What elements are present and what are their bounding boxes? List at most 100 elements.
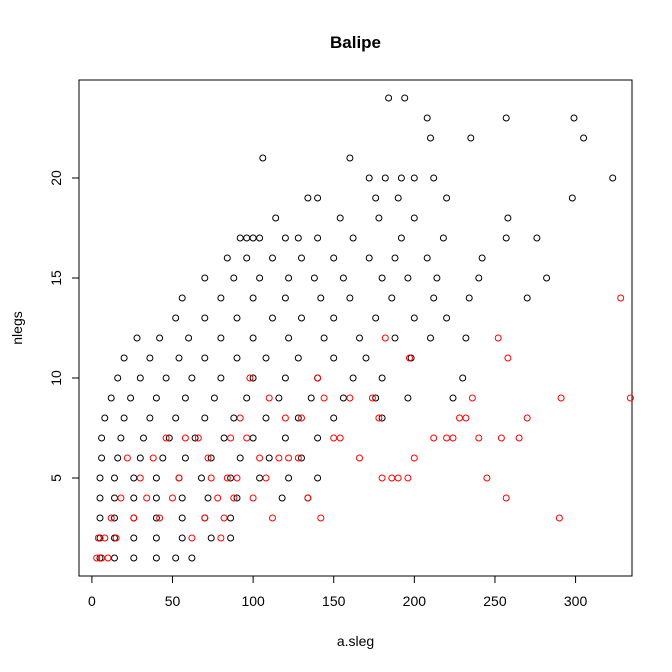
data-point (346, 154, 354, 162)
data-point (130, 514, 138, 522)
data-point (275, 394, 283, 402)
data-point (146, 414, 154, 422)
data-point (449, 434, 457, 442)
data-point (449, 394, 457, 402)
data-point (130, 474, 138, 482)
data-point (256, 474, 264, 482)
data-point (410, 314, 418, 322)
data-point (281, 234, 289, 242)
data-point (111, 474, 118, 482)
data-point (372, 314, 380, 322)
data-point (217, 294, 225, 302)
data-point (181, 454, 189, 462)
data-point (336, 214, 344, 222)
x-tick-label: 300 (564, 593, 588, 609)
data-point (98, 434, 106, 442)
data-point (410, 454, 418, 462)
y-tick-label: 10 (48, 370, 64, 386)
data-point (178, 534, 186, 542)
plot-frame (78, 79, 633, 577)
x-axis: 0 50 100 150 200 250 300 (88, 575, 588, 609)
data-point (339, 274, 347, 282)
data-point (117, 494, 125, 502)
data-point (185, 334, 193, 342)
data-point (172, 314, 180, 322)
data-point (265, 394, 273, 402)
data-point (430, 294, 438, 302)
data-point (430, 434, 438, 442)
data-point (385, 94, 393, 102)
data-point (397, 174, 405, 182)
data-point (339, 394, 347, 402)
x-tick-label: 250 (483, 593, 507, 609)
data-point (172, 554, 180, 562)
data-point (262, 414, 270, 422)
data-point (580, 134, 588, 142)
data-point (165, 434, 173, 442)
data-point (404, 474, 412, 482)
x-tick-label: 50 (165, 593, 181, 609)
data-point (427, 134, 434, 142)
y-axis-label: nlegs (9, 311, 25, 344)
data-point (502, 114, 510, 122)
data-point (259, 154, 267, 162)
data-point (159, 454, 167, 462)
data-point (201, 274, 209, 282)
data-point (391, 254, 399, 262)
data-point (181, 394, 189, 402)
data-point (178, 514, 186, 522)
data-point (410, 214, 418, 222)
data-point (349, 234, 357, 242)
data-point (98, 454, 106, 462)
data-point (236, 234, 244, 242)
data-point (504, 354, 512, 362)
data-point (404, 274, 412, 282)
data-point (96, 514, 104, 522)
data-point (304, 194, 312, 202)
data-point (262, 474, 270, 482)
data-point (483, 474, 491, 482)
data-point (204, 454, 212, 462)
data-point (152, 514, 160, 522)
data-point (152, 534, 160, 542)
data-point (356, 454, 363, 462)
data-point (397, 234, 405, 242)
data-point (465, 294, 473, 302)
y-axis: 5 10 15 20 (48, 170, 80, 482)
data-point (330, 414, 338, 422)
data-point (314, 194, 322, 202)
data-point (557, 394, 565, 402)
data-point (249, 334, 257, 342)
data-point (320, 334, 328, 342)
data-point (406, 354, 413, 362)
data-point (107, 394, 115, 402)
data-point (294, 454, 302, 462)
data-point (136, 474, 144, 482)
data-point (207, 474, 215, 482)
data-point (375, 214, 383, 222)
data-point (201, 354, 209, 362)
data-point (130, 494, 138, 502)
data-point (378, 414, 386, 422)
data-point (609, 174, 617, 182)
data-point (262, 354, 270, 362)
y-tick-label: 5 (48, 474, 64, 482)
data-point (368, 394, 376, 402)
data-point (381, 334, 389, 342)
x-tick-label: 150 (322, 593, 346, 609)
data-point (169, 494, 176, 502)
data-point (111, 554, 118, 562)
data-point (172, 414, 180, 422)
data-point (336, 434, 344, 442)
data-point (285, 474, 293, 482)
data-point (543, 274, 551, 282)
data-point (94, 534, 102, 542)
data-point (381, 174, 389, 182)
data-point (320, 394, 328, 402)
data-point (394, 474, 402, 482)
data-point (201, 514, 209, 522)
data-point (391, 334, 399, 342)
data-point (281, 294, 289, 302)
data-point (265, 454, 273, 462)
data-point (504, 214, 512, 222)
